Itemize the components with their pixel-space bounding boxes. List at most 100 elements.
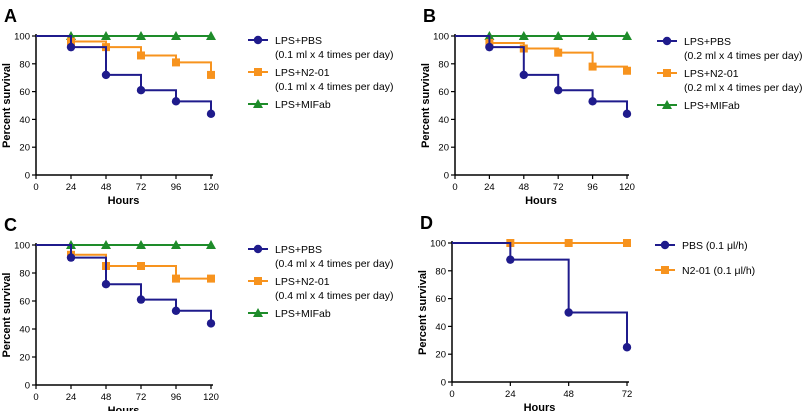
series-line-square xyxy=(36,244,211,280)
chart-panel-d: D 0 20 40 60 80 100 0 24 48 72 Hours Percent surviva… xyxy=(417,213,755,411)
x-axis-label: Hours xyxy=(525,195,557,207)
legend-sublabel: (0.1 ml x 4 times per day) xyxy=(275,49,393,61)
y-tick-label: 80 xyxy=(19,59,30,70)
legend-label: LPS+N2-01 xyxy=(275,276,330,288)
x-tick-label: 72 xyxy=(136,182,147,193)
data-point xyxy=(518,31,529,40)
y-tick-label: 100 xyxy=(14,241,30,252)
x-tick-label: 72 xyxy=(622,389,633,400)
data-point xyxy=(206,240,216,249)
x-tick-label: 96 xyxy=(587,182,598,193)
panel-label: D xyxy=(420,213,433,233)
legend-label: LPS+MIFab xyxy=(275,99,331,111)
x-tick-label: 24 xyxy=(484,182,495,193)
data-point xyxy=(206,109,216,119)
y-tick-label: 40 xyxy=(435,322,446,333)
x-tick-label: 0 xyxy=(449,389,454,400)
legend-marker-icon xyxy=(253,244,263,254)
y-tick-label: 60 xyxy=(19,297,30,308)
x-tick-label: 120 xyxy=(619,182,635,193)
x-tick-label: 120 xyxy=(203,392,219,403)
y-tick-label: 100 xyxy=(430,239,446,250)
data-point xyxy=(564,239,573,247)
legend-entry: PBS (0.1 μl/h) xyxy=(655,240,748,252)
data-point xyxy=(137,51,145,60)
x-tick-label: 48 xyxy=(519,182,530,193)
y-axis-label: Percent survival xyxy=(420,63,432,148)
data-point xyxy=(136,240,146,249)
legend-marker-icon xyxy=(253,99,263,108)
legend-marker-icon xyxy=(663,69,671,77)
data-point xyxy=(137,262,145,270)
x-tick-label: 96 xyxy=(171,182,182,193)
legend-entry: LPS+MIFab xyxy=(248,308,331,320)
y-tick-label: 60 xyxy=(435,294,446,305)
panel-label: C xyxy=(4,215,17,235)
legend-marker-icon xyxy=(254,68,262,76)
legend-entry: LPS+PBS (0.2 ml x 4 times per day) xyxy=(657,36,802,62)
data-point xyxy=(101,70,111,80)
x-tick-label: 72 xyxy=(136,392,147,403)
chart-panel-c: C 0 20 40 60 80 100 0 24 48 72 96 120 Hours Percent su… xyxy=(1,215,393,411)
data-point xyxy=(554,48,563,57)
legend-marker-icon xyxy=(662,100,672,109)
y-tick-label: 0 xyxy=(441,378,446,389)
legend-entry: LPS+N2-01 (0.2 ml x 4 times per day) xyxy=(657,68,802,94)
legend-label: LPS+N2-01 xyxy=(684,68,739,80)
y-tick-label: 20 xyxy=(435,350,446,361)
legend-label: N2-01 (0.1 μl/h) xyxy=(682,265,755,277)
series-line-square xyxy=(36,35,212,75)
legend-entry: LPS+PBS (0.1 ml x 4 times per day) xyxy=(248,35,393,61)
x-axis-label: Hours xyxy=(108,405,140,411)
data-point xyxy=(564,308,573,317)
series-line-circle xyxy=(36,244,212,324)
data-point xyxy=(66,253,76,262)
x-tick-label: 24 xyxy=(66,392,77,403)
y-tick-label: 60 xyxy=(438,87,449,98)
x-axis-label: Hours xyxy=(524,402,556,411)
y-tick-label: 100 xyxy=(433,32,449,43)
data-point xyxy=(623,239,631,247)
x-tick-label: 0 xyxy=(452,182,457,193)
y-axis-label: Percent survival xyxy=(1,273,13,358)
data-point xyxy=(171,97,181,106)
chart-panel-b: B 0 20 40 60 80 100 0 24 48 72 96 120 Hours Percent su… xyxy=(420,6,802,207)
legend-marker-icon xyxy=(660,240,670,250)
legend-entry: LPS+N2-01 (0.1 ml x 4 times per day) xyxy=(248,67,393,93)
legend-sublabel: (0.2 ml x 4 times per day) xyxy=(684,82,802,94)
legend-sublabel: (0.1 ml x 4 times per day) xyxy=(275,81,393,93)
chart-panel-a: A 0 20 40 60 80 100 0 24 48 72 96 120 Hours Percent su… xyxy=(1,6,393,207)
legend-sublabel: (0.4 ml x 4 times per day) xyxy=(275,258,393,270)
data-point xyxy=(66,42,76,52)
y-tick-label: 0 xyxy=(444,171,449,182)
data-point xyxy=(101,240,111,249)
legend-marker-icon xyxy=(661,266,669,274)
data-point xyxy=(171,240,181,249)
y-axis-label: Percent survival xyxy=(417,270,429,355)
x-tick-label: 96 xyxy=(171,392,182,403)
data-point xyxy=(172,274,180,283)
panel-label: A xyxy=(4,6,17,26)
x-tick-label: 48 xyxy=(101,392,112,403)
data-point xyxy=(622,343,632,352)
legend-label: LPS+N2-01 xyxy=(275,67,330,79)
y-tick-label: 60 xyxy=(19,87,30,98)
legend-sublabel: (0.4 ml x 4 times per day) xyxy=(275,290,393,302)
x-tick-label: 120 xyxy=(203,182,219,193)
legend-label: LPS+PBS xyxy=(275,35,322,47)
y-tick-label: 80 xyxy=(19,269,30,280)
y-tick-label: 0 xyxy=(25,171,30,182)
legend-marker-icon xyxy=(253,308,263,317)
x-axis-label: Hours xyxy=(108,195,140,207)
y-tick-label: 20 xyxy=(19,353,30,364)
data-point xyxy=(519,70,528,80)
legend-entry: LPS+N2-01 (0.4 ml x 4 times per day) xyxy=(248,276,393,302)
series-line-square xyxy=(455,35,628,71)
series-line-circle xyxy=(452,242,628,348)
y-tick-label: 20 xyxy=(19,143,30,154)
data-point xyxy=(206,319,216,328)
panel-label: B xyxy=(423,6,436,26)
y-axis-label: Percent survival xyxy=(1,63,13,148)
y-tick-label: 80 xyxy=(438,59,449,70)
